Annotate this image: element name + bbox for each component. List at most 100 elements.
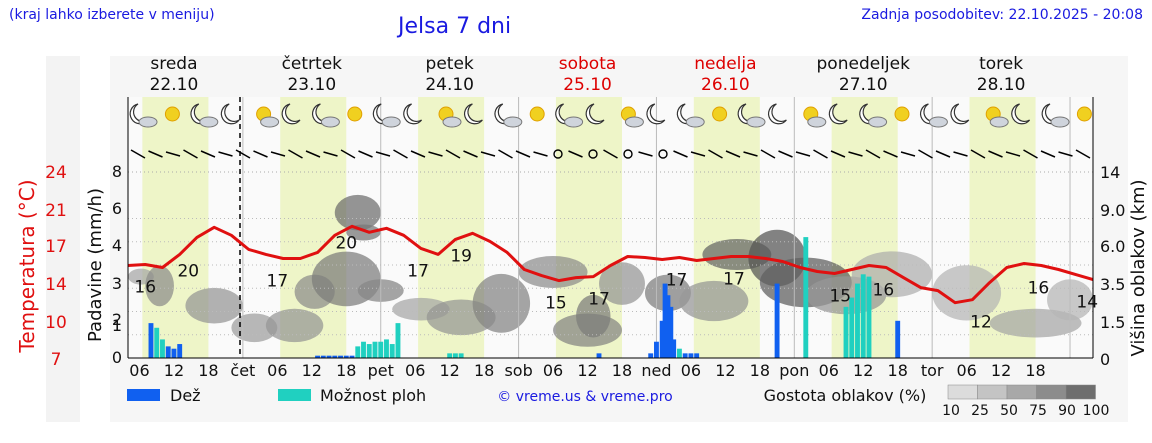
cloud-icon <box>989 116 1009 128</box>
wind-barb <box>270 151 286 157</box>
rain-bar <box>320 355 326 358</box>
page-title: Jelsa 7 dni <box>398 14 512 39</box>
rain-bar <box>682 353 688 358</box>
legend-rain-swatch <box>127 389 160 401</box>
cloud-density-swatch <box>1036 384 1067 400</box>
cloud-height-tick: 0 <box>1100 350 1110 369</box>
rain-bar <box>177 344 183 358</box>
wind-barb <box>218 151 233 157</box>
moon-icon <box>585 103 605 125</box>
cloud-layers <box>127 194 1093 347</box>
wind-barb <box>393 149 408 159</box>
grid <box>128 97 1093 358</box>
temperature-tick: 10 <box>45 313 67 333</box>
precip-tick: 0 <box>112 348 122 367</box>
x-hour-tick: 06 <box>129 361 149 380</box>
x-hour-tick: 12 <box>439 361 459 380</box>
x-hour-tick: 18 <box>612 361 632 380</box>
shower-bar <box>458 353 464 358</box>
cloud-density-swatch <box>1065 384 1096 400</box>
x-hour-tick: 12 <box>164 361 184 380</box>
wind-barb <box>200 150 216 158</box>
moon-icon <box>464 103 483 125</box>
shower-bar <box>160 339 165 358</box>
cloud-density-step: 75 <box>1029 403 1047 419</box>
shower-bar <box>389 344 395 358</box>
wind-barb <box>428 151 443 157</box>
wind-barb <box>708 149 723 159</box>
rain-bar <box>338 355 343 358</box>
x-hour-tick: 06 <box>956 361 976 380</box>
x-day-label: tor <box>921 361 944 380</box>
temperature-axis-title: Temperatura (°C) <box>15 179 39 353</box>
shower-bar <box>361 341 366 358</box>
temperature-tick: 17 <box>45 237 67 257</box>
wind-barb <box>253 150 268 158</box>
temperature-axis: 24 21 17 14 10 7 Temperatura (°C) <box>15 163 67 370</box>
legend-rain-label: Dež <box>170 386 201 405</box>
wind-barb <box>795 151 811 157</box>
rain-bar <box>315 355 320 358</box>
cloud-blob <box>932 265 1002 321</box>
cloud-density-step: 100 <box>1083 403 1110 419</box>
wind-barb <box>498 149 513 159</box>
shower-bar <box>676 348 682 358</box>
x-hour-tick: 06 <box>681 361 701 380</box>
wind-barb <box>1023 149 1038 159</box>
shower-bar <box>355 346 361 358</box>
cloud-blob <box>185 287 243 324</box>
temperature-label: 12 <box>970 313 992 333</box>
precip-tick: 6 <box>112 199 122 218</box>
header-left-note[interactable]: (kraj lahko izberete v meniju) <box>9 7 215 23</box>
cloud-blob <box>472 273 531 333</box>
shower-bar <box>843 306 849 358</box>
moon-icon <box>403 103 423 125</box>
cloud-blob <box>145 265 174 307</box>
left-axis-panel <box>46 56 80 422</box>
rain-bar <box>668 306 674 358</box>
cloud-height-axis: 14 9.0 6.0 3.5 1.5 0 Višina oblakov (km) <box>1100 163 1149 369</box>
x-day-label: pet <box>368 361 394 380</box>
x-hour-tick: 06 <box>405 361 425 380</box>
rain-bar <box>654 341 659 358</box>
temperature-label: 14 <box>1076 293 1098 313</box>
cloud-icon <box>1050 116 1070 128</box>
rain-bar <box>694 353 700 358</box>
precip-axis-title: Padavine (mm/h) <box>85 188 106 342</box>
temperature-label: 15 <box>829 287 851 307</box>
day-date: 26.10 <box>701 75 750 95</box>
update-timestamp: Zadnja posodobitev: 22.10.2025 - 20:08 <box>861 7 1143 23</box>
shower-bar <box>866 276 872 358</box>
cloud-icon <box>260 116 280 128</box>
rain-bar <box>596 353 602 358</box>
wind-barb <box>130 149 146 159</box>
wind-barb <box>1040 150 1056 158</box>
cloud-icon <box>746 116 766 128</box>
rain-bars <box>148 283 901 358</box>
precip-axis: 8 6 4 3 2 0 1 Padavine (mm/h) <box>85 162 122 367</box>
x-day-label: pon <box>779 361 809 380</box>
wind-barb <box>935 150 951 158</box>
cloud-icon <box>442 116 462 128</box>
rain-bar <box>662 283 668 358</box>
day-name: petek <box>426 54 474 74</box>
credit-link[interactable]: © vreme.us & vreme.pro <box>497 389 672 405</box>
day-date: 24.10 <box>425 75 474 95</box>
cloud-height-axis-title: Višina oblakov (km) <box>1128 179 1149 356</box>
day-name: četrtek <box>282 54 343 74</box>
rain-bar <box>332 355 338 358</box>
legend: Dež Možnost ploh © vreme.us & vreme.pro Gos… <box>127 384 1110 419</box>
cloud-blob <box>599 262 645 305</box>
moon-icon <box>220 103 240 125</box>
cloud-blob <box>265 308 324 343</box>
x-day-label: sob <box>504 361 532 380</box>
day-date: 25.10 <box>563 75 612 95</box>
rain-bar <box>148 323 154 358</box>
sun-icon <box>529 106 545 122</box>
temperature-tick: 14 <box>45 275 67 295</box>
wind-barb <box>883 150 898 158</box>
wind-barb <box>165 151 181 157</box>
precip-tick: 1 <box>112 316 122 335</box>
shower-bar <box>855 283 860 358</box>
